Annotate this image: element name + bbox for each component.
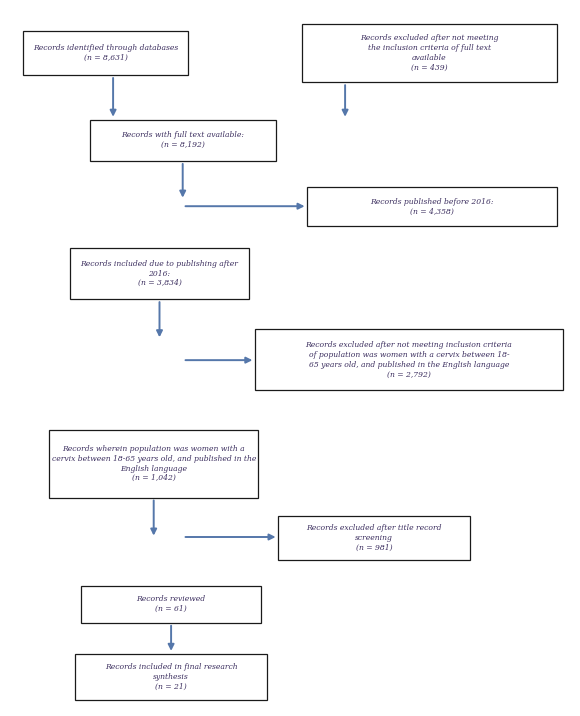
FancyBboxPatch shape: [278, 516, 470, 560]
Text: Records reviewed
(n = 61): Records reviewed (n = 61): [136, 596, 206, 613]
FancyBboxPatch shape: [307, 187, 557, 226]
FancyBboxPatch shape: [90, 120, 276, 161]
Text: Records wherein population was women with a
cervix between 18-65 years old, and : Records wherein population was women wit…: [52, 445, 256, 483]
Text: Records published before 2016:
(n = 4,358): Records published before 2016: (n = 4,35…: [371, 198, 494, 216]
FancyBboxPatch shape: [302, 24, 557, 82]
Text: Records with full text available:
(n = 8,192): Records with full text available: (n = 8…: [121, 132, 244, 149]
Text: Records included due to publishing after
2016:
(n = 3,834): Records included due to publishing after…: [81, 260, 238, 287]
FancyBboxPatch shape: [81, 586, 261, 623]
FancyBboxPatch shape: [49, 430, 258, 498]
Text: Records excluded after title record
screening
(n = 981): Records excluded after title record scre…: [306, 524, 442, 551]
Text: Records excluded after not meeting inclusion criteria
of population was women wi: Records excluded after not meeting inclu…: [306, 341, 512, 379]
FancyBboxPatch shape: [70, 248, 249, 299]
FancyBboxPatch shape: [23, 31, 188, 75]
FancyBboxPatch shape: [75, 654, 267, 700]
Text: Records identified through databases
(n = 8,631): Records identified through databases (n …: [33, 44, 179, 62]
Text: Records included in final research
synthesis
(n = 21): Records included in final research synth…: [105, 663, 237, 691]
FancyBboxPatch shape: [255, 329, 563, 390]
Text: Records excluded after not meeting
the inclusion criteria of full text
available: Records excluded after not meeting the i…: [360, 34, 498, 72]
